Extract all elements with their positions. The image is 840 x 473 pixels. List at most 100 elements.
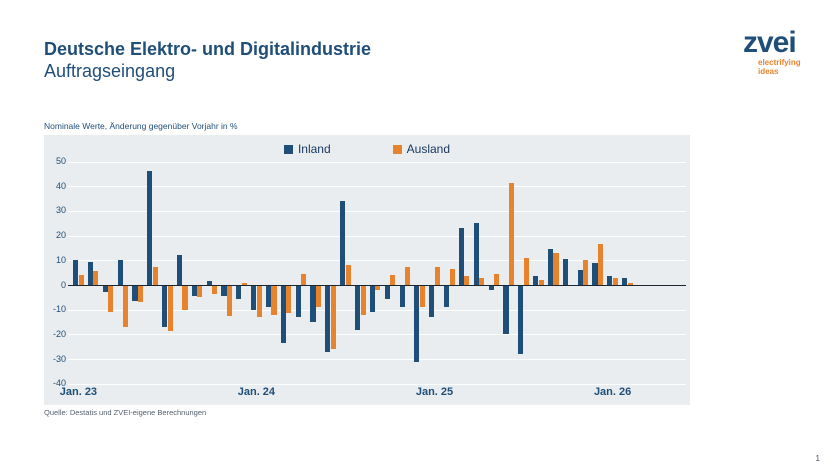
legend-item-inland: Inland <box>283 142 331 156</box>
bar-inland-Nov25 <box>577 270 583 285</box>
x-tick-label-Jan25: Jan. 25 <box>415 386 454 398</box>
bar-ausland-Feb25 <box>449 268 455 285</box>
bar-ausland-Mär23 <box>108 285 114 313</box>
legend-swatch-inland <box>283 144 293 154</box>
bar-inland-Mai23 <box>132 285 138 302</box>
bar-inland-Mai24 <box>310 285 316 323</box>
bar-ausland-Sep24 <box>375 285 381 290</box>
bar-ausland-Jan24 <box>256 285 262 318</box>
bar-inland-Apr23 <box>117 260 123 285</box>
y-grid-line-10 <box>68 260 686 262</box>
bar-ausland-Aug24 <box>360 285 366 315</box>
y-grid-line-40 <box>68 186 686 188</box>
bar-ausland-Jan23 <box>78 275 84 285</box>
bar-ausland-Feb23 <box>93 271 99 285</box>
bar-inland-Jul25 <box>518 285 524 355</box>
bar-inland-Jan23 <box>73 260 79 285</box>
bar-inland-Jan24 <box>251 285 257 310</box>
bar-ausland-Jun25 <box>508 182 515 285</box>
bar-ausland-Jul25 <box>523 257 529 285</box>
y-grid-line-50 <box>68 161 686 163</box>
y-tick-label-50: 50 <box>55 156 66 166</box>
bar-inland-Jun25 <box>503 285 509 335</box>
bar-inland-Sep23 <box>191 285 197 297</box>
legend-item-ausland: Ausland <box>392 142 451 156</box>
y-tick-label--10: -10 <box>52 304 66 315</box>
bar-ausland-Okt24 <box>390 275 396 285</box>
x-axis-zero-line <box>68 285 686 286</box>
bar-ausland-Aug25 <box>538 280 544 285</box>
bar-ausland-Nov23 <box>226 285 233 316</box>
y-tick-label--40: -40 <box>52 378 66 389</box>
bar-ausland-Sep25 <box>553 252 559 285</box>
bar-chart: Inland Ausland 50 40 30 20 10 0 -10 -20 -30 -40 Jan… <box>44 135 690 405</box>
x-tick-label-Jan23: Jan. 23 <box>59 386 98 398</box>
bar-inland-Nov24 <box>399 285 405 308</box>
y-tick-label--20: -20 <box>52 328 66 339</box>
bar-inland-Jul24 <box>340 201 346 285</box>
bar-inland-Feb23 <box>87 261 93 285</box>
zvei-logo-tagline-line2: ideas <box>758 67 779 76</box>
header: Deutsche Elektro- und Digitalindustrie A… <box>44 38 371 82</box>
page-number: 1 <box>815 454 820 463</box>
bar-inland-Apr24 <box>295 285 301 318</box>
y-grid-line-20 <box>68 235 686 237</box>
bar-ausland-Apr25 <box>479 277 485 285</box>
bar-inland-Jun23 <box>147 171 153 285</box>
bar-inland-Jun24 <box>325 285 331 352</box>
legend-label-ausland: Ausland <box>406 142 451 156</box>
bar-ausland-Feb24 <box>271 285 277 315</box>
bar-ausland-Feb26 <box>627 282 633 285</box>
bar-inland-Okt23 <box>206 281 212 285</box>
bar-ausland-Dez23 <box>241 282 247 285</box>
bar-ausland-Jul23 <box>167 285 173 331</box>
y-tick-label--30: -30 <box>52 353 66 364</box>
bar-ausland-Okt23 <box>212 285 218 294</box>
x-tick-label-Jan26: Jan. 26 <box>593 386 632 398</box>
page-subtitle: Auftragseingang <box>44 61 176 81</box>
y-grid-line--30 <box>68 359 686 361</box>
bar-inland-Okt25 <box>562 259 568 285</box>
bar-ausland-Mär24 <box>286 285 292 314</box>
bar-inland-Jan26 <box>607 276 613 285</box>
bar-ausland-Dez25 <box>597 244 604 285</box>
bar-inland-Feb25 <box>444 285 450 308</box>
y-tick-label-10: 10 <box>55 254 66 265</box>
bar-inland-Mär23 <box>102 285 108 293</box>
bar-ausland-Jun23 <box>152 266 158 285</box>
bar-ausland-Jun24 <box>330 285 336 350</box>
bar-inland-Okt24 <box>384 285 390 299</box>
bar-inland-Aug25 <box>533 276 539 285</box>
chart-unit-note: Nominale Werte, Änderung gegenüber Vorja… <box>44 121 238 131</box>
legend-swatch-ausland <box>392 144 402 154</box>
bar-inland-Jan25 <box>429 285 435 318</box>
bar-ausland-Mär25 <box>464 276 470 285</box>
bar-ausland-Apr23 <box>123 285 129 327</box>
bar-inland-Aug24 <box>355 285 361 330</box>
zvei-logo-tagline: electrifying ideas <box>758 58 801 76</box>
bar-inland-Dez24 <box>414 285 420 362</box>
bar-ausland-Jan26 <box>612 277 618 285</box>
bar-inland-Aug23 <box>176 255 183 285</box>
bar-ausland-Sep23 <box>197 285 203 298</box>
y-grid-line-30 <box>68 210 686 212</box>
bar-inland-Dez25 <box>592 262 598 285</box>
bar-ausland-Nov25 <box>583 260 589 285</box>
bar-inland-Sep24 <box>369 285 375 313</box>
x-tick-label-Jan24: Jan. 24 <box>237 386 276 398</box>
bar-ausland-Jan25 <box>434 266 440 285</box>
y-grid-line--40 <box>68 383 686 385</box>
y-grid-line--20 <box>68 334 686 336</box>
bar-inland-Sep25 <box>547 249 554 285</box>
source-note: Quelle: Destatis und ZVEI-eigene Berechn… <box>44 408 207 417</box>
bar-inland-Mär25 <box>458 228 464 285</box>
y-tick-label-0: 0 <box>60 279 66 290</box>
bar-ausland-Jul24 <box>345 265 351 285</box>
y-tick-label-30: 30 <box>55 205 66 216</box>
bar-ausland-Apr24 <box>301 273 307 285</box>
bar-inland-Mär24 <box>280 285 286 343</box>
legend-label-inland: Inland <box>297 142 331 156</box>
bar-ausland-Mai24 <box>315 285 322 308</box>
zvei-logo-tagline-line1: electrifying <box>758 58 801 67</box>
